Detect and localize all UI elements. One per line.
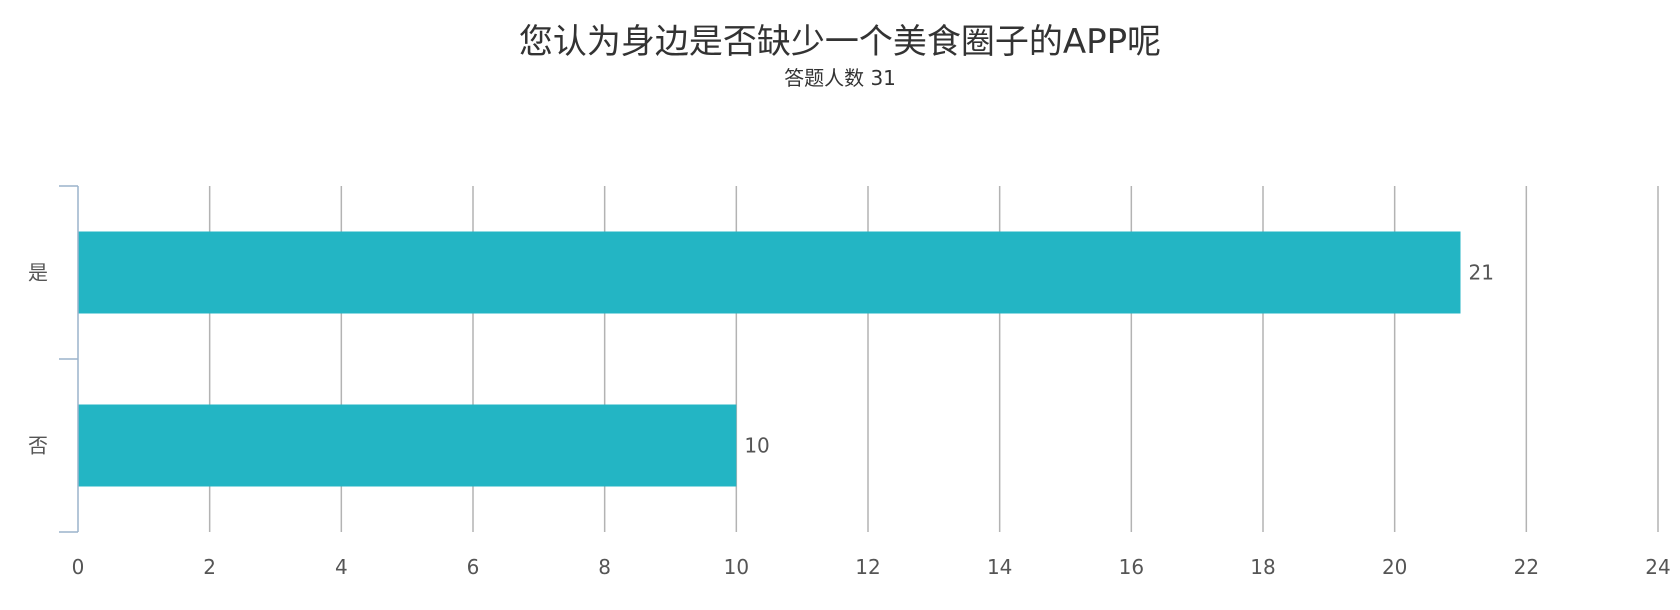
x-tick-label: 10 — [724, 555, 749, 579]
data-label: 21 — [1469, 261, 1494, 285]
chart-subtitle: 答题人数 31 — [784, 66, 896, 90]
bar — [78, 231, 1461, 314]
x-tick-label: 8 — [598, 555, 611, 579]
x-tick-label: 24 — [1645, 555, 1670, 579]
x-tick-label: 18 — [1250, 555, 1275, 579]
x-tick-label: 4 — [335, 555, 348, 579]
x-tick-label: 20 — [1382, 555, 1407, 579]
chart-title: 您认为身边是否缺少一个美食圈子的APP呢 — [518, 22, 1162, 62]
x-tick-label: 2 — [203, 555, 216, 579]
x-tick-label: 12 — [855, 555, 880, 579]
x-tick-label: 16 — [1119, 555, 1144, 579]
category-label: 是 — [28, 261, 48, 285]
data-label: 10 — [744, 434, 769, 458]
x-tick-label: 22 — [1514, 555, 1539, 579]
bar — [78, 404, 737, 487]
x-tick-label: 14 — [987, 555, 1012, 579]
x-tick-label: 6 — [467, 555, 480, 579]
x-tick-label: 0 — [72, 555, 85, 579]
category-label: 否 — [28, 434, 48, 458]
